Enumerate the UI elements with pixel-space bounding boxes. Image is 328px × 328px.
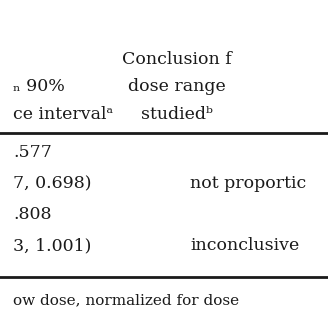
Text: ₙ 90%: ₙ 90%: [13, 78, 65, 95]
Text: .808: .808: [13, 206, 51, 223]
Text: dose range: dose range: [128, 78, 226, 95]
Text: Conclusion f: Conclusion f: [122, 51, 232, 68]
Text: ow dose, normalized for dose: ow dose, normalized for dose: [13, 293, 239, 307]
Text: 7, 0.698): 7, 0.698): [13, 175, 92, 192]
Text: ce intervalᵃ: ce intervalᵃ: [13, 106, 113, 123]
Text: inconclusive: inconclusive: [190, 237, 299, 255]
Text: .577: .577: [13, 144, 52, 161]
Text: studiedᵇ: studiedᵇ: [141, 106, 213, 123]
Text: not proportic: not proportic: [190, 175, 306, 192]
Text: 3, 1.001): 3, 1.001): [13, 237, 92, 255]
